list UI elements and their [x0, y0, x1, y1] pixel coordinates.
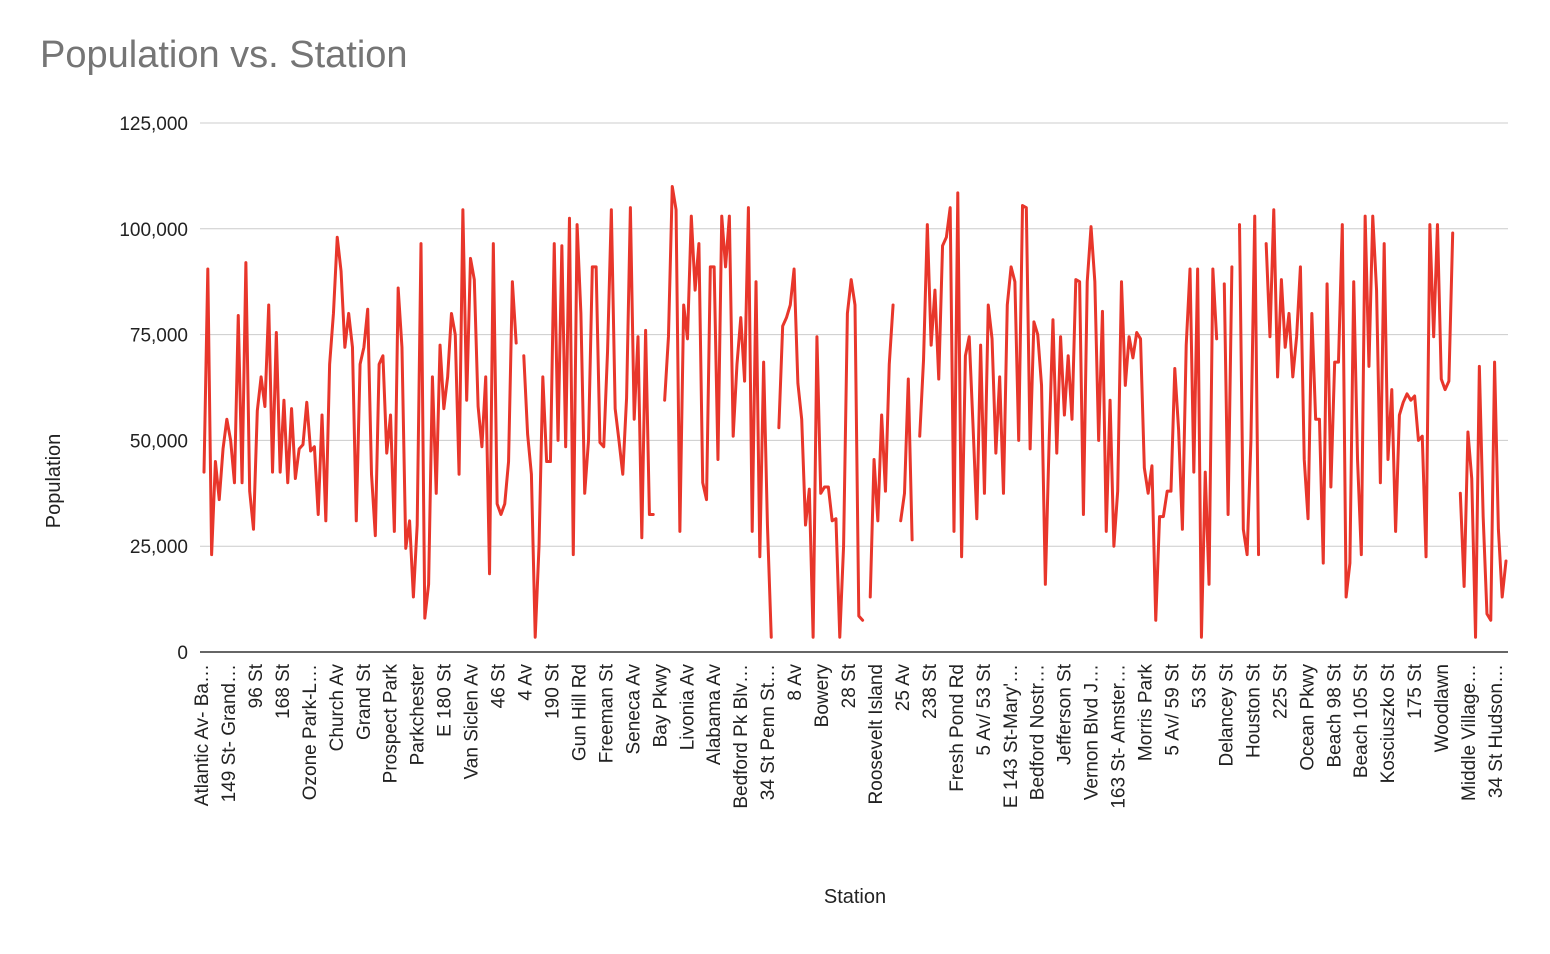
x-tick-label: Ocean Pkwy: [1297, 664, 1318, 771]
x-tick-label: Grand St: [354, 663, 375, 740]
x-tick-label: Middle Village…: [1459, 664, 1480, 801]
x-tick-label: 96 St: [246, 663, 267, 708]
x-tick-label: Bedford Nostr…: [1028, 664, 1049, 800]
x-tick-label: 4 Av: [516, 664, 537, 701]
x-tick-label: 53 St: [1189, 663, 1210, 708]
x-tick-label: Vernon Blvd J…: [1082, 664, 1103, 800]
x-tick-label: Houston St: [1243, 663, 1264, 758]
x-tick-label: 8 Av: [785, 664, 806, 701]
y-tick-label: 75,000: [130, 326, 188, 347]
x-tick-label: Jefferson St: [1055, 663, 1076, 765]
y-tick-label: 50,000: [130, 431, 188, 452]
x-tick-label: 168 St: [273, 663, 294, 719]
x-tick-label: Morris Park: [1136, 664, 1157, 762]
y-tick-label: 25,000: [130, 537, 188, 558]
x-tick-label: Van Siclen Av: [462, 664, 483, 780]
x-tick-label: 34 St Hudson…: [1486, 664, 1507, 798]
x-tick-label: 28 St: [839, 663, 860, 708]
y-tick-label: 0: [177, 643, 188, 664]
x-tick-label: 5 Av/ 59 St: [1163, 663, 1184, 755]
x-tick-label: Church Av: [327, 664, 348, 752]
series-line-segment: [1238, 214, 1261, 557]
x-tick-label: Beach 98 St: [1324, 663, 1345, 767]
x-tick-label: Beach 105 St: [1351, 663, 1372, 778]
x-tick-label: 5 Av/ 53 St: [974, 663, 995, 755]
x-tick-label: 190 St: [542, 663, 563, 719]
x-axis-label: Station: [824, 886, 886, 908]
x-tick-label: 225 St: [1270, 663, 1291, 719]
x-tick-label: 149 St- Grand…: [219, 664, 240, 802]
x-tick-label: Prospect Park: [381, 664, 402, 784]
x-tick-label: Alabama Av: [704, 664, 725, 766]
series-line-segment: [1222, 265, 1234, 516]
x-tick-label: Parkchester: [408, 663, 429, 765]
x-tick-label: 163 St- Amster…: [1109, 664, 1130, 809]
x-tick-label: Delancey St: [1216, 663, 1237, 766]
series-line-segment: [918, 191, 1219, 639]
x-tick-label: Livonia Av: [677, 664, 698, 751]
series-population: [202, 184, 1508, 639]
x-tick-label: Fresh Pond Rd: [947, 664, 968, 792]
series-line-segment: [522, 206, 655, 639]
x-tick-label: 46 St: [489, 663, 510, 708]
series-line-segment: [868, 303, 895, 599]
x-tick-label: Roosevelt Island: [866, 664, 887, 804]
x-tick-label: Ozone Park-L…: [300, 664, 321, 800]
x-tick-label: Kosciuszko St: [1378, 663, 1399, 783]
x-tick-label: E 180 St: [435, 663, 456, 737]
series-line-segment: [663, 184, 773, 639]
x-tick-label: 25 Av: [893, 664, 914, 712]
x-tick-label: 175 St: [1405, 663, 1426, 719]
chart-title: Population vs. Station: [40, 34, 408, 76]
x-tick-label: 238 St: [920, 663, 941, 719]
x-tick-label: Woodlawn: [1432, 664, 1453, 752]
x-tick-label: Atlantic Av- Ba…: [192, 664, 213, 806]
y-tick-label: 125,000: [119, 114, 188, 135]
x-tick-label: Bedford Pk Blv…: [731, 664, 752, 809]
x-tick-label: E 143 St-Mary'…: [1001, 664, 1022, 808]
series-line-segment: [1264, 208, 1455, 599]
x-tick-label: 34 St Penn St…: [758, 664, 779, 800]
x-tick-label: Freeman St: [596, 663, 617, 763]
x-tick-label: Seneca Av: [623, 664, 644, 755]
y-axis-label: Population: [43, 434, 65, 529]
x-tick-label: Gun Hill Rd: [569, 664, 590, 761]
series-line-segment: [899, 377, 914, 542]
y-tick-label: 100,000: [119, 220, 188, 241]
series-line-segment: [202, 208, 518, 620]
x-tick-label: Bay Pkwy: [650, 664, 671, 748]
y-axis-ticks: 0 25,000 50,000 75,000 100,000 125,000: [119, 114, 188, 664]
series-line-segment: [777, 267, 865, 639]
x-tick-label: Bowery: [812, 664, 833, 728]
series-line-segment: [1458, 360, 1508, 639]
x-axis-ticks: Atlantic Av- Ba… 149 St- Grand… 96 St 168 S…: [192, 663, 1507, 808]
